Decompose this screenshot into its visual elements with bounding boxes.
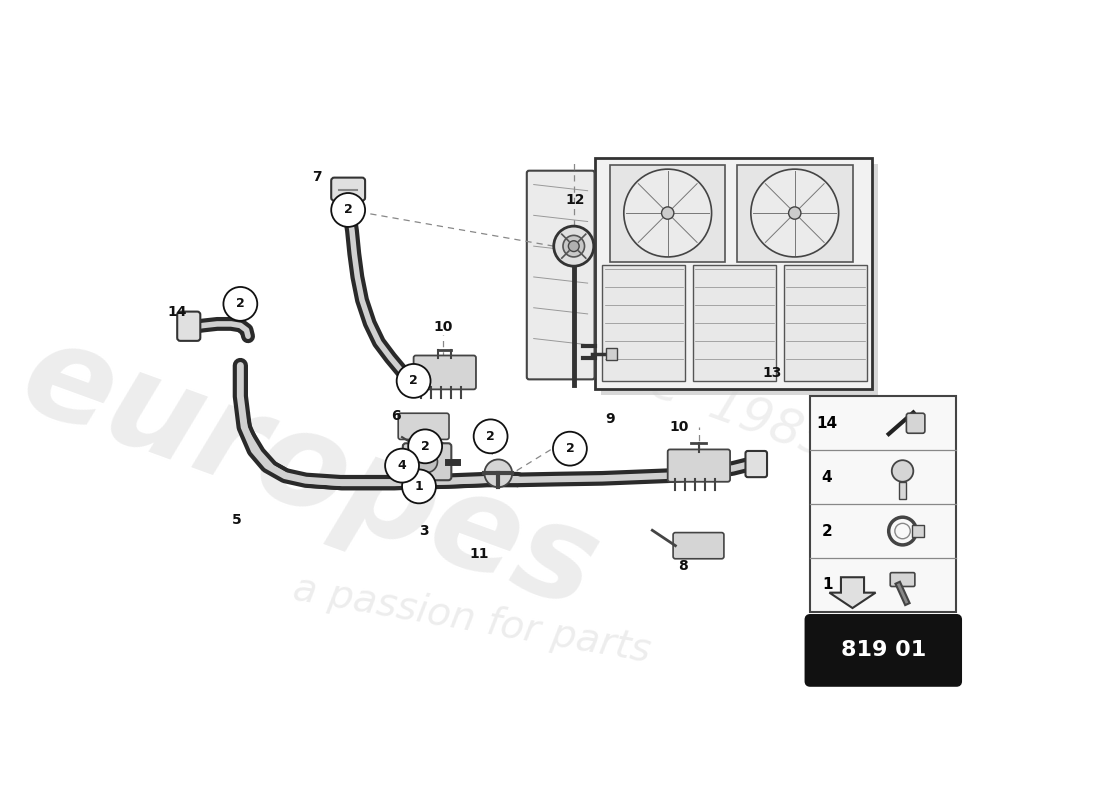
Text: 13: 13 <box>762 366 781 380</box>
FancyBboxPatch shape <box>906 414 925 434</box>
Bar <box>601 164 878 394</box>
Circle shape <box>474 419 507 454</box>
FancyBboxPatch shape <box>527 170 594 379</box>
Circle shape <box>484 459 513 487</box>
FancyBboxPatch shape <box>177 312 200 341</box>
Text: 6: 6 <box>392 409 400 422</box>
Text: 7: 7 <box>312 170 322 184</box>
Circle shape <box>624 169 712 257</box>
Text: 2: 2 <box>344 203 352 217</box>
Circle shape <box>416 451 438 473</box>
Text: 3: 3 <box>419 524 428 538</box>
Circle shape <box>661 207 674 219</box>
Circle shape <box>553 226 594 266</box>
FancyBboxPatch shape <box>398 414 449 439</box>
Text: 11: 11 <box>470 547 488 561</box>
Text: 2: 2 <box>486 430 495 443</box>
Text: 4: 4 <box>822 470 833 485</box>
Bar <box>609 166 726 262</box>
Text: 2: 2 <box>565 442 574 455</box>
Text: 14: 14 <box>167 305 187 318</box>
FancyBboxPatch shape <box>890 573 915 586</box>
Circle shape <box>892 460 913 482</box>
FancyBboxPatch shape <box>414 355 476 390</box>
FancyBboxPatch shape <box>403 443 451 480</box>
FancyBboxPatch shape <box>746 451 767 477</box>
Circle shape <box>223 287 257 321</box>
Bar <box>784 266 867 381</box>
Text: 2: 2 <box>822 523 833 538</box>
Bar <box>606 348 617 360</box>
Text: 10: 10 <box>670 420 689 434</box>
Text: 2: 2 <box>409 374 418 387</box>
FancyBboxPatch shape <box>668 450 730 482</box>
Circle shape <box>789 207 801 219</box>
Text: 2: 2 <box>236 298 244 310</box>
Circle shape <box>553 432 587 466</box>
Polygon shape <box>829 578 876 608</box>
Bar <box>899 482 906 498</box>
FancyBboxPatch shape <box>673 533 724 558</box>
Text: 2: 2 <box>421 440 429 453</box>
Bar <box>810 396 957 612</box>
Bar <box>594 158 871 389</box>
Text: 8: 8 <box>679 558 688 573</box>
Text: 14: 14 <box>816 416 838 430</box>
Text: 4: 4 <box>398 459 406 472</box>
Text: 1: 1 <box>822 578 833 593</box>
Bar <box>603 266 685 381</box>
Circle shape <box>563 235 584 257</box>
Circle shape <box>408 430 442 463</box>
Text: 10: 10 <box>433 320 452 334</box>
Circle shape <box>403 470 436 503</box>
Circle shape <box>331 193 365 227</box>
Text: a passion for parts: a passion for parts <box>289 570 653 670</box>
Text: 1: 1 <box>415 480 424 493</box>
Circle shape <box>751 169 838 257</box>
Circle shape <box>385 449 419 482</box>
Text: 9: 9 <box>605 413 615 426</box>
Text: since  1985: since 1985 <box>551 324 838 468</box>
Bar <box>737 166 852 262</box>
Text: 5: 5 <box>232 513 241 526</box>
Circle shape <box>397 364 430 398</box>
Bar <box>912 525 924 538</box>
Text: europes: europes <box>6 310 614 636</box>
FancyBboxPatch shape <box>331 178 365 201</box>
Text: 12: 12 <box>565 193 585 207</box>
Text: 819 01: 819 01 <box>840 640 926 660</box>
Bar <box>693 266 777 381</box>
FancyBboxPatch shape <box>806 616 960 685</box>
Circle shape <box>569 241 579 251</box>
